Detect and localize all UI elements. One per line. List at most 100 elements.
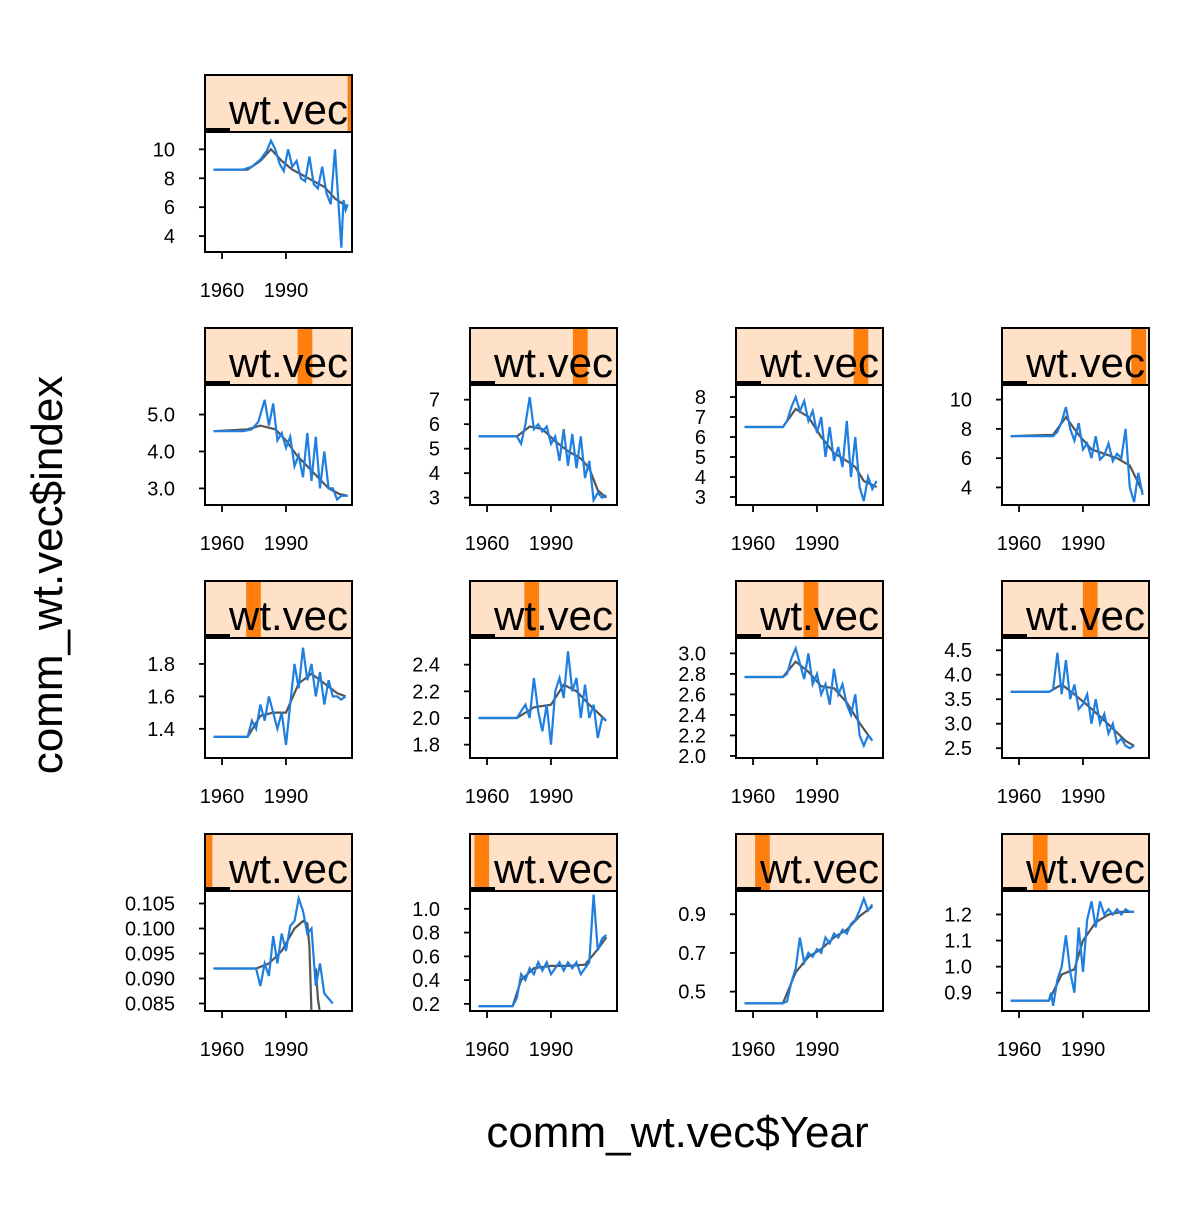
smooth-line <box>478 936 608 1008</box>
x-tick-label: 1990 <box>795 1039 840 1061</box>
plot-border <box>735 384 884 506</box>
plot-border <box>1001 637 1150 759</box>
plot-border <box>469 384 618 506</box>
panel-strip <box>205 75 352 132</box>
y-tick-label: 3 <box>695 487 706 509</box>
x-tick-label: 1990 <box>529 1039 574 1061</box>
y-tick-label: 0.100 <box>125 919 175 941</box>
strip-level-indicator <box>1032 834 1048 891</box>
y-tick-label: 5 <box>429 439 440 461</box>
observed-line <box>744 393 878 502</box>
strip-level-indicator <box>1131 328 1147 385</box>
observed-line <box>1010 901 1135 1006</box>
y-tick-label: 4 <box>961 477 972 499</box>
y-tick-label: 2.2 <box>678 725 706 747</box>
x-tick-label: 1990 <box>264 1039 309 1061</box>
strip-label: wt.vec <box>228 592 348 639</box>
y-tick-label: 0.090 <box>125 969 175 991</box>
y-tick-label: 4 <box>695 467 706 489</box>
x-tick-label: 1990 <box>1061 1039 1106 1061</box>
y-tick-label: 3.0 <box>678 643 706 665</box>
x-tick-label: 1990 <box>264 533 309 555</box>
strip-label: wt.vec <box>759 845 879 892</box>
panel-strip <box>470 328 617 385</box>
panel-strip <box>470 581 617 638</box>
observed-line <box>213 894 334 1005</box>
x-tick-label: 1960 <box>731 533 776 555</box>
strip-label: wt.vec <box>493 592 613 639</box>
panel-strip <box>1002 581 1149 638</box>
y-tick-label: 1.1 <box>944 931 972 953</box>
strip-level-indicator <box>347 75 352 132</box>
y-tick-label: 10 <box>153 139 175 161</box>
panel-2: wt.vec 3.0 4.0 5.0 1960 1990 <box>147 327 353 555</box>
strip-label: wt.vec <box>228 339 348 386</box>
y-tick-label: 2.5 <box>944 738 972 760</box>
y-tick-label: 5 <box>695 447 706 469</box>
x-tick-label: 1960 <box>731 1039 776 1061</box>
strip-level-indicator <box>755 834 770 891</box>
y-tick-label: 4 <box>164 226 175 248</box>
y-tick-label: 8 <box>961 419 972 441</box>
y-tick-label: 6 <box>164 197 175 219</box>
plot-border <box>469 637 618 759</box>
smooth-line <box>213 672 346 738</box>
x-tick-label: 1990 <box>1061 533 1106 555</box>
y-tick-label: 7 <box>429 390 440 412</box>
panel-strip <box>205 581 352 638</box>
panel-strip <box>1002 834 1149 891</box>
y-tick-label: 0.4 <box>412 970 440 992</box>
strip-level-indicator <box>524 581 540 638</box>
plot-border <box>735 637 884 759</box>
y-tick-label: 3.5 <box>944 689 972 711</box>
y-tick-label: 3.0 <box>147 478 175 500</box>
plot-border <box>1001 890 1150 1012</box>
y-tick-label: 8 <box>695 387 706 409</box>
y-tick-label: 4.0 <box>944 665 972 687</box>
x-axis-title: comm_wt.vec$Year <box>486 1108 869 1157</box>
y-tick-label: 2.6 <box>678 684 706 706</box>
x-tick-label: 1990 <box>264 786 309 808</box>
panel-7: wt.vec 1.8 2.0 2.2 2.4 1960 1990 <box>412 580 618 808</box>
observed-line <box>1010 652 1135 750</box>
x-tick-label: 1960 <box>200 280 245 302</box>
y-tick-label: 2.4 <box>412 655 440 677</box>
y-tick-label: 2.8 <box>678 664 706 686</box>
x-tick-label: 1990 <box>529 786 574 808</box>
plot-border <box>735 890 884 1012</box>
y-tick-label: 4 <box>429 463 440 485</box>
y-tick-label: 1.8 <box>412 735 440 757</box>
strip-level-indicator <box>246 581 261 638</box>
x-tick-label: 1960 <box>200 786 245 808</box>
panel-6: wt.vec 1.4 1.6 1.8 1960 1990 <box>147 580 353 808</box>
panel-11: wt.vec 0.20.40.60.81.0 1960 1990 <box>412 833 618 1061</box>
panel-5: wt.vec 4 6 8 10 1960 1990 <box>950 327 1150 555</box>
strip-label: wt.vec <box>1025 845 1145 892</box>
y-tick-label: 0.105 <box>125 894 175 916</box>
strip-label: wt.vec <box>228 845 348 892</box>
observed-line <box>744 895 874 1005</box>
x-tick-label: 1990 <box>795 533 840 555</box>
y-tick-label: 2.0 <box>412 708 440 730</box>
y-tick-label: 5.0 <box>147 405 175 427</box>
strip-label: wt.vec <box>759 592 879 639</box>
y-tick-label: 10 <box>950 390 972 412</box>
panel-strip <box>470 834 617 891</box>
panel-8: wt.vec 2.02.22.42.62.83.0 1960 1990 <box>678 580 884 808</box>
strip-label: wt.vec <box>493 339 613 386</box>
observed-line <box>744 644 874 749</box>
strip-level-indicator <box>1082 581 1098 638</box>
x-tick-label: 1960 <box>465 533 510 555</box>
strip-label: wt.vec <box>1025 339 1145 386</box>
observed-line <box>478 894 608 1008</box>
y-tick-label: 0.095 <box>125 944 175 966</box>
plot-border <box>204 890 353 1012</box>
plot-border <box>204 131 353 253</box>
strip-level-indicator <box>297 328 313 385</box>
y-tick-label: 0.9 <box>678 904 706 926</box>
strip-label: wt.vec <box>759 339 879 386</box>
x-tick-label: 1960 <box>997 533 1042 555</box>
x-tick-label: 1960 <box>200 533 245 555</box>
x-tick-label: 1960 <box>997 1039 1042 1061</box>
